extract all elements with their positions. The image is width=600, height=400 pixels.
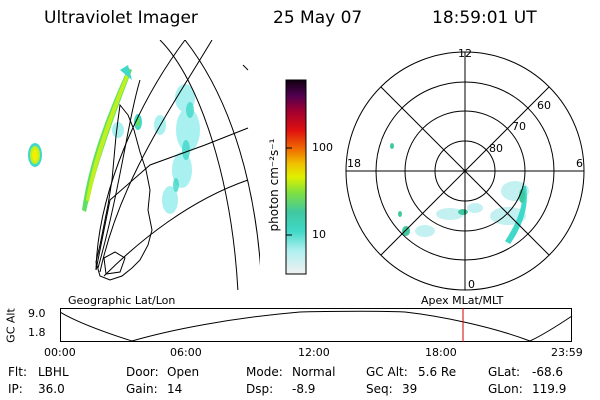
door-label: Door: — [126, 365, 159, 379]
gcalt-label: GC Alt: — [366, 365, 408, 379]
mlt-label-12: 12 — [458, 47, 472, 60]
colorbar-unit-label: photon cm⁻²s⁻¹ — [267, 138, 281, 232]
gain-label: Gain: — [126, 382, 158, 396]
instrument-title: Ultraviolet Imager — [44, 8, 198, 28]
seq-label: Seq: — [366, 382, 393, 396]
polar-grid — [345, 51, 585, 291]
dsp-value: -8.9 — [292, 382, 316, 396]
ip-value: 36.0 — [38, 382, 65, 396]
time-tick-end: 23:59 — [551, 346, 583, 359]
mlt-label-6: 6 — [576, 157, 583, 170]
apex-projection-label: Apex MLat/MLT — [421, 294, 504, 307]
geographic-projection-label: Geographic Lat/Lon — [68, 294, 176, 307]
glon-value: 119.9 — [532, 382, 567, 396]
coastline — [95, 103, 153, 281]
mlat-label-60: 60 — [537, 99, 551, 112]
intensity-colorbar — [285, 79, 307, 275]
polar-mlt-plot — [345, 51, 585, 291]
glat-value: -68.6 — [532, 365, 564, 379]
time-tick-18: 18:00 — [425, 346, 457, 359]
altitude-axis-label: GC Alt — [4, 308, 18, 343]
seq-value: 39 — [402, 382, 418, 396]
mode-value: Normal — [292, 365, 336, 379]
aurora-emission-left — [28, 65, 200, 214]
geographic-projection-image — [28, 40, 260, 290]
gcalt-value: 5.6 Re — [418, 365, 457, 379]
mlt-label-18: 18 — [347, 157, 361, 170]
time-tick-0: 00:00 — [44, 346, 76, 359]
image-time: 18:59:01 UT — [432, 8, 537, 28]
glon-label: GLon: — [488, 382, 523, 396]
glat-label: GLat: — [488, 365, 521, 379]
gain-value: 14 — [167, 382, 183, 396]
mlat-label-70: 70 — [512, 120, 526, 133]
geographic-grid — [95, 40, 260, 290]
mlt-label-0: 0 — [468, 278, 475, 291]
aurora-emission-polar — [390, 143, 529, 244]
colorbar-tick-100: 100 — [312, 141, 333, 154]
flt-value: LBHL — [38, 365, 69, 379]
time-tick-6: 06:00 — [170, 346, 202, 359]
ip-label: IP: — [8, 382, 23, 396]
altitude-tick-max: 9.0 — [28, 307, 46, 320]
mode-label: Mode: — [246, 365, 283, 379]
door-value: Open — [167, 365, 200, 379]
dsp-label: Dsp: — [246, 382, 274, 396]
time-tick-12: 12:00 — [298, 346, 330, 359]
altitude-timeline-plot — [60, 308, 573, 342]
colorbar-tick-10: 10 — [312, 228, 326, 241]
altitude-tick-min: 1.8 — [28, 326, 46, 339]
mlat-label-80: 80 — [489, 142, 503, 155]
image-date: 25 May 07 — [273, 8, 363, 28]
flt-label: Flt: — [8, 365, 27, 379]
altitude-curve — [60, 310, 573, 342]
